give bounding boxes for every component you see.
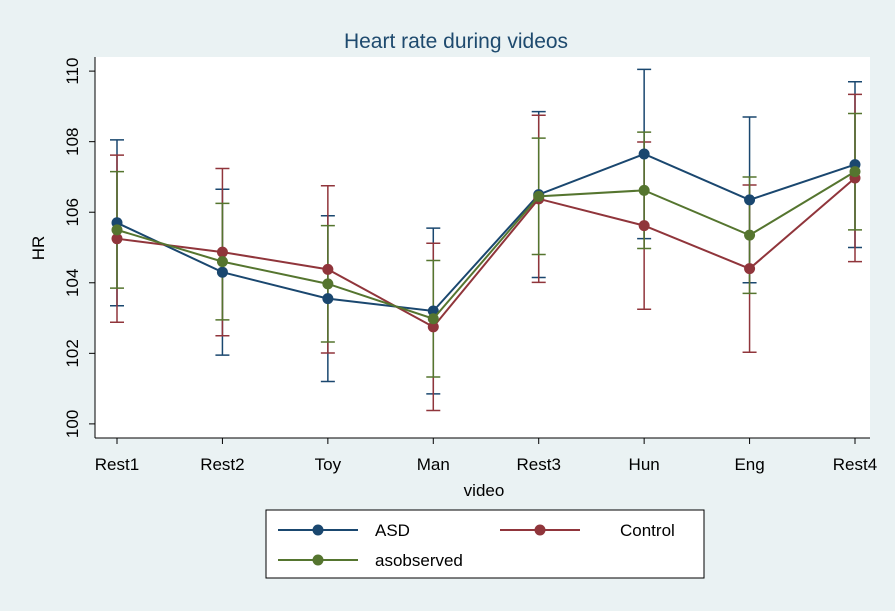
x-tick-label: Toy: [315, 455, 342, 474]
point: [638, 184, 650, 196]
x-tick-label: Eng: [734, 455, 764, 474]
point: [427, 321, 439, 333]
legend-label: ASD: [375, 521, 410, 540]
y-tick-label: 100: [63, 410, 82, 438]
point: [322, 263, 334, 275]
point: [744, 229, 756, 241]
point: [216, 266, 228, 278]
point: [427, 313, 439, 325]
y-tick-label: 102: [63, 339, 82, 367]
x-axis-label: video: [464, 481, 505, 500]
series-line: [116, 152, 856, 313]
point: [849, 166, 861, 178]
series-line: [116, 177, 856, 329]
y-tick-label: 110: [63, 58, 82, 85]
x-tick-label: Hun: [629, 455, 660, 474]
legend-label: asobserved: [375, 551, 463, 570]
point: [216, 256, 228, 268]
point: [111, 233, 123, 245]
x-tick-label: Man: [417, 455, 450, 474]
point: [638, 148, 650, 160]
point: [322, 293, 334, 305]
point: [427, 305, 439, 317]
point: [744, 194, 756, 206]
x-tick-label: Rest1: [95, 455, 139, 474]
y-tick-label: 104: [63, 269, 82, 297]
legend-label: Control: [620, 521, 675, 540]
chart-title: Heart rate during videos: [344, 30, 568, 53]
point: [638, 220, 650, 232]
series-line: [116, 170, 856, 320]
point: [111, 224, 123, 236]
y-tick-label: 108: [63, 127, 82, 155]
point: [216, 246, 228, 258]
x-tick-label: Rest4: [833, 455, 877, 474]
legend-marker: [312, 524, 324, 536]
y-axis-label: HR: [29, 236, 48, 261]
y-tick-label: 106: [63, 198, 82, 226]
point: [744, 263, 756, 275]
x-tick-label: Rest2: [200, 455, 244, 474]
legend-marker: [534, 524, 546, 536]
point: [533, 190, 545, 202]
x-tick-label: Rest3: [517, 455, 561, 474]
plot-area: [95, 57, 870, 438]
legend: [265, 509, 705, 579]
point: [322, 278, 334, 290]
legend-marker: [312, 554, 324, 566]
